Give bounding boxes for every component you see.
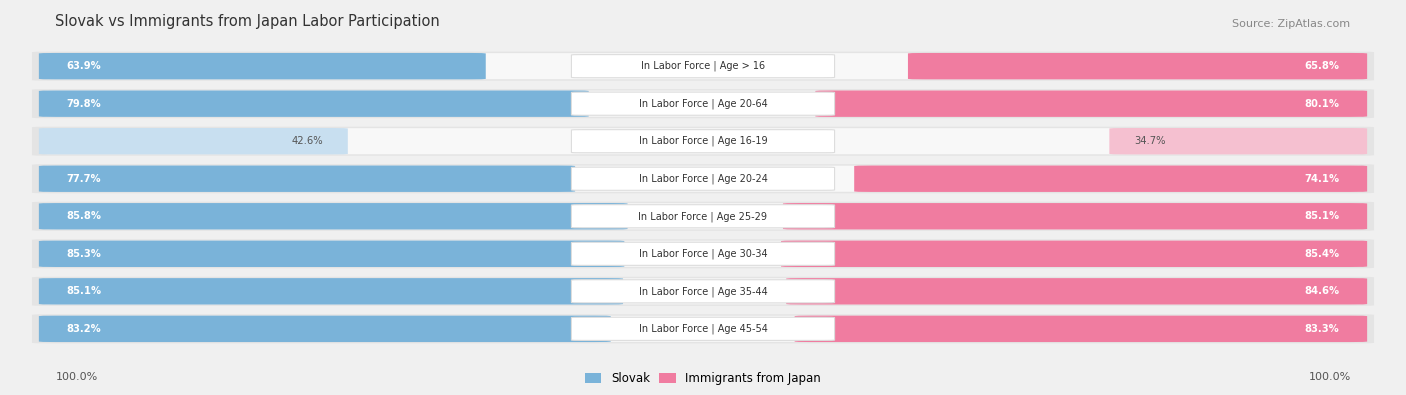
FancyBboxPatch shape [815,90,1367,117]
Text: 85.8%: 85.8% [66,211,101,221]
FancyBboxPatch shape [571,167,835,190]
FancyBboxPatch shape [32,277,1374,306]
Text: 63.9%: 63.9% [66,61,101,71]
FancyBboxPatch shape [45,203,1361,229]
Text: In Labor Force | Age 20-24: In Labor Force | Age 20-24 [638,173,768,184]
FancyBboxPatch shape [794,316,1367,342]
FancyBboxPatch shape [39,278,623,305]
FancyBboxPatch shape [780,241,1367,267]
FancyBboxPatch shape [45,316,1361,342]
Text: 83.3%: 83.3% [1305,324,1340,334]
Text: 83.2%: 83.2% [66,324,101,334]
FancyBboxPatch shape [32,127,1374,156]
FancyBboxPatch shape [32,164,1374,193]
Text: 85.3%: 85.3% [66,249,101,259]
FancyBboxPatch shape [571,92,835,115]
FancyBboxPatch shape [32,239,1374,268]
Text: 85.1%: 85.1% [66,286,101,296]
FancyBboxPatch shape [571,317,835,340]
Text: 34.7%: 34.7% [1135,136,1166,146]
FancyBboxPatch shape [39,90,589,117]
Text: 74.1%: 74.1% [1305,174,1340,184]
FancyBboxPatch shape [571,205,835,228]
Text: 85.4%: 85.4% [1305,249,1340,259]
FancyBboxPatch shape [39,203,627,229]
FancyBboxPatch shape [783,203,1367,229]
FancyBboxPatch shape [32,314,1374,343]
FancyBboxPatch shape [39,53,485,79]
Text: In Labor Force | Age 25-29: In Labor Force | Age 25-29 [638,211,768,222]
FancyBboxPatch shape [786,278,1367,305]
Text: 100.0%: 100.0% [1309,372,1351,382]
Text: 42.6%: 42.6% [291,136,323,146]
FancyBboxPatch shape [571,280,835,303]
Text: 100.0%: 100.0% [55,372,97,382]
FancyBboxPatch shape [571,130,835,153]
FancyBboxPatch shape [32,202,1374,231]
FancyBboxPatch shape [45,90,1361,117]
Text: 79.8%: 79.8% [66,99,101,109]
FancyBboxPatch shape [32,89,1374,118]
FancyBboxPatch shape [39,128,347,154]
FancyBboxPatch shape [855,166,1367,192]
FancyBboxPatch shape [32,52,1374,81]
Text: In Labor Force | Age 20-64: In Labor Force | Age 20-64 [638,98,768,109]
Text: In Labor Force | Age 35-44: In Labor Force | Age 35-44 [638,286,768,297]
FancyBboxPatch shape [39,241,624,267]
FancyBboxPatch shape [39,166,575,192]
Text: 65.8%: 65.8% [1305,61,1340,71]
Text: In Labor Force | Age 30-34: In Labor Force | Age 30-34 [638,248,768,259]
Text: In Labor Force | Age 16-19: In Labor Force | Age 16-19 [638,136,768,147]
Text: 85.1%: 85.1% [1305,211,1340,221]
FancyBboxPatch shape [45,278,1361,305]
Text: 77.7%: 77.7% [66,174,101,184]
Legend: Slovak, Immigrants from Japan: Slovak, Immigrants from Japan [581,367,825,390]
Text: Source: ZipAtlas.com: Source: ZipAtlas.com [1233,19,1351,29]
Text: Slovak vs Immigrants from Japan Labor Participation: Slovak vs Immigrants from Japan Labor Pa… [55,14,440,29]
FancyBboxPatch shape [571,242,835,265]
FancyBboxPatch shape [1109,128,1367,154]
Text: In Labor Force | Age > 16: In Labor Force | Age > 16 [641,61,765,71]
FancyBboxPatch shape [45,166,1361,192]
FancyBboxPatch shape [45,53,1361,79]
FancyBboxPatch shape [39,316,610,342]
Text: 84.6%: 84.6% [1305,286,1340,296]
FancyBboxPatch shape [908,53,1367,79]
FancyBboxPatch shape [45,128,1361,154]
FancyBboxPatch shape [571,55,835,78]
FancyBboxPatch shape [45,241,1361,267]
Text: In Labor Force | Age 45-54: In Labor Force | Age 45-54 [638,324,768,334]
Text: 80.1%: 80.1% [1305,99,1340,109]
